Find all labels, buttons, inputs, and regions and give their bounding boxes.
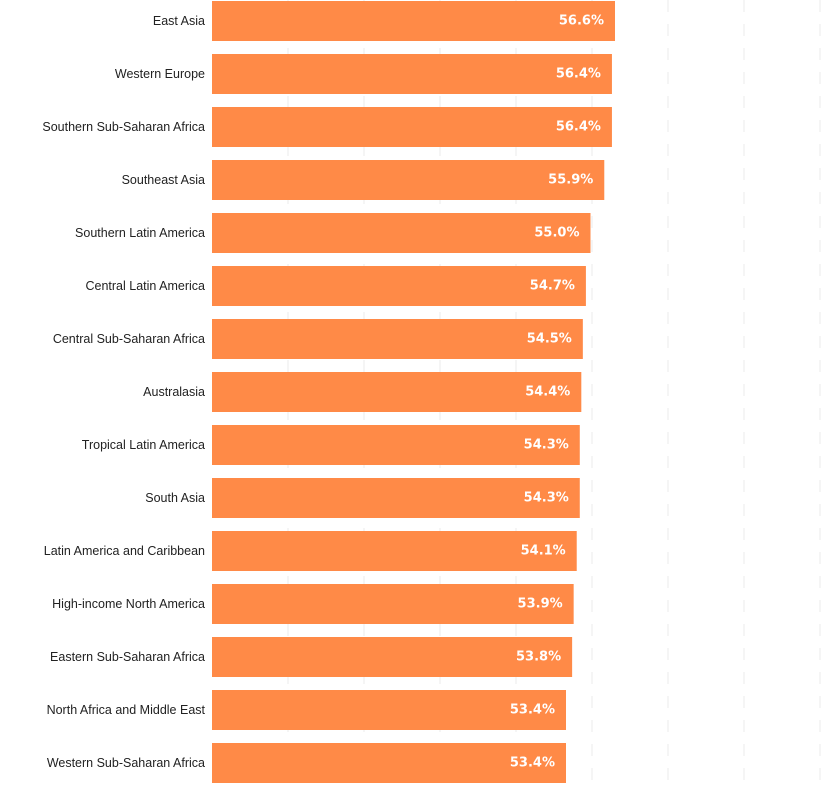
value-label: 56.4% (556, 120, 601, 135)
bar (212, 478, 580, 518)
category-label: Eastern Sub-Saharan Africa (50, 650, 205, 664)
category-label: Western Sub-Saharan Africa (47, 756, 205, 770)
value-label: 53.8% (516, 650, 561, 665)
value-label: 54.1% (521, 544, 566, 559)
bar (212, 425, 580, 465)
bar (212, 266, 586, 306)
category-label: Central Latin America (85, 279, 205, 293)
bar (212, 160, 605, 200)
bar (212, 319, 583, 359)
value-label: 54.5% (527, 332, 572, 347)
value-label: 55.0% (534, 226, 579, 241)
category-label: High-income North America (52, 597, 205, 611)
bar (212, 372, 582, 412)
value-label: 54.3% (524, 438, 569, 453)
value-label: 54.7% (530, 279, 575, 294)
category-label: Southern Sub-Saharan Africa (42, 120, 205, 134)
bar (212, 54, 612, 94)
category-labels: East Asia Western Europe Southern Sub-Saha… (42, 14, 205, 770)
bar (212, 531, 577, 571)
category-label: East Asia (153, 14, 205, 28)
bar (212, 637, 573, 677)
bar (212, 213, 591, 253)
category-label: Western Europe (115, 67, 205, 81)
value-label: 56.4% (556, 67, 601, 82)
value-label: 53.4% (510, 756, 555, 771)
value-label: 53.9% (518, 597, 563, 612)
bars (212, 1, 615, 783)
category-label: South Asia (145, 491, 205, 505)
bar (212, 1, 615, 41)
category-label: Southern Latin America (75, 226, 205, 240)
value-label: 56.6% (559, 14, 604, 29)
value-label: 55.9% (548, 173, 593, 188)
value-label: 54.3% (524, 491, 569, 506)
category-label: North Africa and Middle East (47, 703, 206, 717)
value-label: 54.4% (525, 385, 570, 400)
bar (212, 107, 612, 147)
category-label: Latin America and Caribbean (44, 544, 205, 558)
category-label: Southeast Asia (122, 173, 205, 187)
bar (212, 584, 574, 624)
category-label: Australasia (143, 385, 205, 399)
bar (212, 690, 566, 730)
category-label: Tropical Latin America (82, 438, 205, 452)
value-label: 53.4% (510, 703, 555, 718)
value-labels: 56.6% 56.4% 56.4% 55.9% 55.0% 54.7% 54.5% 54.4%… (510, 14, 604, 771)
category-label: Central Sub-Saharan Africa (53, 332, 205, 346)
bar (212, 743, 566, 783)
